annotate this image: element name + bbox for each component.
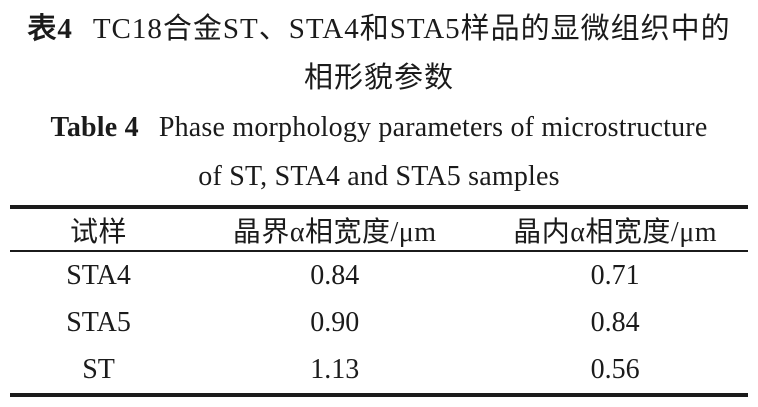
caption-chinese-line1-text: TC18合金ST、STA4和STA5样品的显微组织中的	[92, 13, 731, 45]
table-row: STA4 0.84 0.71	[10, 251, 748, 299]
cell-grain-boundary-alpha-width: 0.90	[310, 307, 360, 338]
phase-morphology-table: 试样 晶界α相宽度/μm 晶内α相宽度/μm STA4 0.84 0.71 ST…	[10, 205, 748, 397]
column-header-intragranular-alpha-width: 晶内α相宽度/μm	[482, 207, 748, 252]
column-header-grain-boundary-alpha-width: 晶界α相宽度/μm	[187, 207, 483, 252]
cell-intragranular-alpha-width: 0.56	[590, 354, 640, 385]
cell-sample: STA5	[66, 307, 131, 338]
cell-intragranular-alpha-width: 0.84	[590, 307, 640, 338]
table-number-chinese: 表4	[27, 13, 73, 45]
table-number-english: Table 4	[50, 112, 139, 143]
caption-english: Table 4 Phase morphology parameters of mi…	[0, 103, 758, 201]
caption-english-line2: of ST, STA4 and STA5 samples	[198, 161, 560, 192]
table-row: STA5 0.90 0.84	[10, 299, 748, 347]
table-row: ST 1.13 0.56	[10, 347, 748, 395]
caption-english-line1-text: Phase morphology parameters of microstru…	[158, 112, 708, 143]
column-header-sample: 试样	[10, 207, 188, 252]
cell-grain-boundary-alpha-width: 1.13	[310, 354, 360, 385]
cell-sample: STA4	[66, 259, 131, 291]
caption-chinese-line1: 表4 TC18合金ST、STA4和STA5样品的显微组织中的	[0, 5, 758, 54]
cell-sample: ST	[82, 354, 115, 385]
table-header-row: 试样 晶界α相宽度/μm 晶内α相宽度/μm	[10, 207, 748, 252]
cell-intragranular-alpha-width: 0.71	[590, 259, 640, 291]
caption-chinese-line2: 相形貌参数	[303, 62, 454, 94]
caption-chinese: 表4 TC18合金ST、STA4和STA5样品的显微组织中的 相形貌参数	[0, 5, 758, 103]
caption-english-line1: Table 4 Phase morphology parameters of mi…	[0, 103, 758, 152]
cell-grain-boundary-alpha-width: 0.84	[310, 259, 360, 291]
